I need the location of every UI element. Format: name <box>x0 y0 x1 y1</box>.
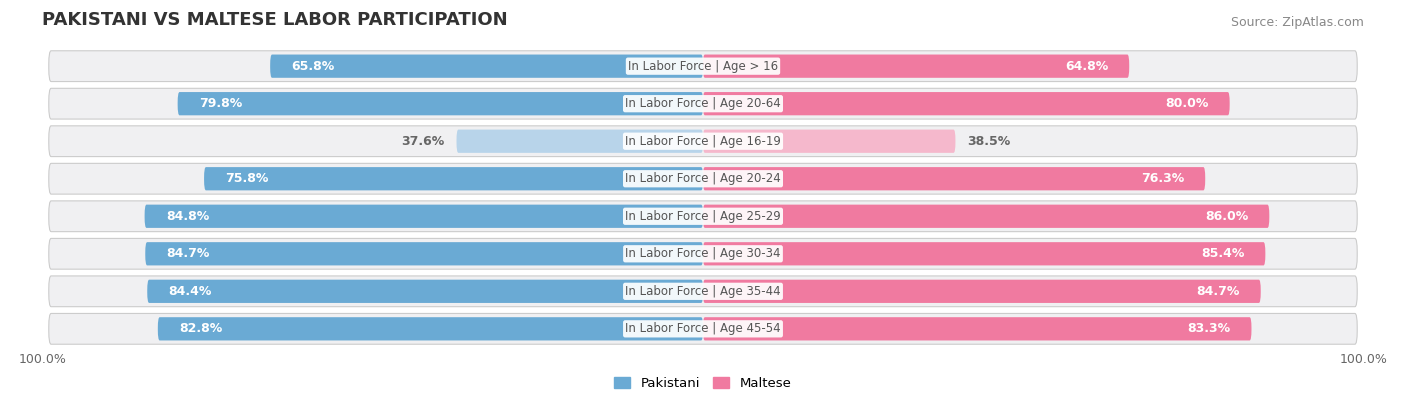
FancyBboxPatch shape <box>703 317 1251 340</box>
Text: 64.8%: 64.8% <box>1064 60 1108 73</box>
FancyBboxPatch shape <box>703 167 1205 190</box>
Text: 82.8%: 82.8% <box>179 322 222 335</box>
Text: In Labor Force | Age 30-34: In Labor Force | Age 30-34 <box>626 247 780 260</box>
FancyBboxPatch shape <box>703 242 1265 265</box>
Text: 76.3%: 76.3% <box>1140 172 1184 185</box>
Text: Source: ZipAtlas.com: Source: ZipAtlas.com <box>1230 16 1364 29</box>
FancyBboxPatch shape <box>145 205 703 228</box>
Text: 85.4%: 85.4% <box>1201 247 1244 260</box>
FancyBboxPatch shape <box>177 92 703 115</box>
Text: 80.0%: 80.0% <box>1166 97 1209 110</box>
Text: 84.7%: 84.7% <box>1197 285 1240 298</box>
FancyBboxPatch shape <box>49 276 1357 307</box>
FancyBboxPatch shape <box>148 280 703 303</box>
Text: In Labor Force | Age 35-44: In Labor Force | Age 35-44 <box>626 285 780 298</box>
FancyBboxPatch shape <box>49 201 1357 231</box>
Text: 86.0%: 86.0% <box>1205 210 1249 223</box>
Text: 84.7%: 84.7% <box>166 247 209 260</box>
Text: In Labor Force | Age > 16: In Labor Force | Age > 16 <box>628 60 778 73</box>
Text: 75.8%: 75.8% <box>225 172 269 185</box>
FancyBboxPatch shape <box>49 164 1357 194</box>
Text: In Labor Force | Age 25-29: In Labor Force | Age 25-29 <box>626 210 780 223</box>
FancyBboxPatch shape <box>49 88 1357 119</box>
FancyBboxPatch shape <box>703 205 1270 228</box>
Text: 84.4%: 84.4% <box>169 285 212 298</box>
FancyBboxPatch shape <box>703 55 1129 78</box>
Text: PAKISTANI VS MALTESE LABOR PARTICIPATION: PAKISTANI VS MALTESE LABOR PARTICIPATION <box>42 11 508 29</box>
FancyBboxPatch shape <box>204 167 703 190</box>
Text: 37.6%: 37.6% <box>401 135 444 148</box>
Text: 65.8%: 65.8% <box>291 60 335 73</box>
FancyBboxPatch shape <box>49 239 1357 269</box>
Legend: Pakistani, Maltese: Pakistani, Maltese <box>609 371 797 395</box>
FancyBboxPatch shape <box>49 51 1357 81</box>
Text: 79.8%: 79.8% <box>198 97 242 110</box>
Text: 38.5%: 38.5% <box>967 135 1011 148</box>
FancyBboxPatch shape <box>49 314 1357 344</box>
Text: In Labor Force | Age 20-24: In Labor Force | Age 20-24 <box>626 172 780 185</box>
FancyBboxPatch shape <box>457 130 703 153</box>
FancyBboxPatch shape <box>270 55 703 78</box>
FancyBboxPatch shape <box>703 280 1261 303</box>
FancyBboxPatch shape <box>157 317 703 340</box>
FancyBboxPatch shape <box>703 130 956 153</box>
Text: In Labor Force | Age 20-64: In Labor Force | Age 20-64 <box>626 97 780 110</box>
FancyBboxPatch shape <box>49 126 1357 156</box>
Text: In Labor Force | Age 45-54: In Labor Force | Age 45-54 <box>626 322 780 335</box>
Text: 84.8%: 84.8% <box>166 210 209 223</box>
Text: 83.3%: 83.3% <box>1187 322 1230 335</box>
FancyBboxPatch shape <box>145 242 703 265</box>
FancyBboxPatch shape <box>703 92 1230 115</box>
Text: In Labor Force | Age 16-19: In Labor Force | Age 16-19 <box>626 135 780 148</box>
